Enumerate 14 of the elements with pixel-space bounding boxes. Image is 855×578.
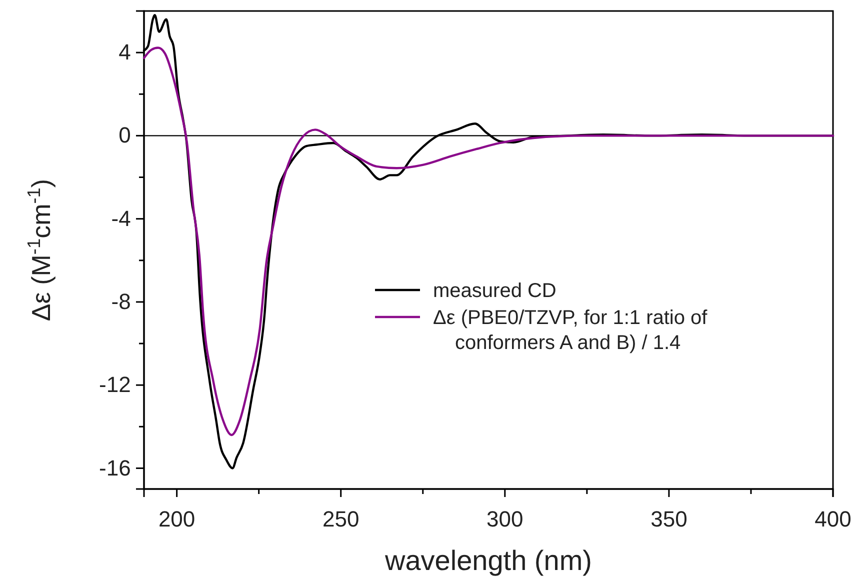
y-tick-label: 0	[118, 122, 131, 148]
x-tick-label: 350	[650, 506, 688, 532]
legend-label: measured CD	[433, 280, 556, 302]
x-axis-title: wavelength (nm)	[384, 545, 592, 576]
y-tick-label: -8	[111, 288, 131, 314]
x-tick-label: 250	[322, 506, 360, 532]
y-tick-label: -16	[99, 455, 131, 480]
y-tick-label: 4	[118, 40, 131, 65]
x-tick-label: 400	[814, 506, 852, 532]
y-tick-label: -12	[99, 372, 131, 398]
x-tick-label: 300	[486, 506, 524, 532]
x-tick-label: 200	[158, 506, 196, 532]
legend-label: Δε (PBE0/TZVP, for 1:1 ratio of conformers A and B) / 1.4	[433, 307, 708, 354]
y-tick-label: -4	[111, 206, 131, 231]
